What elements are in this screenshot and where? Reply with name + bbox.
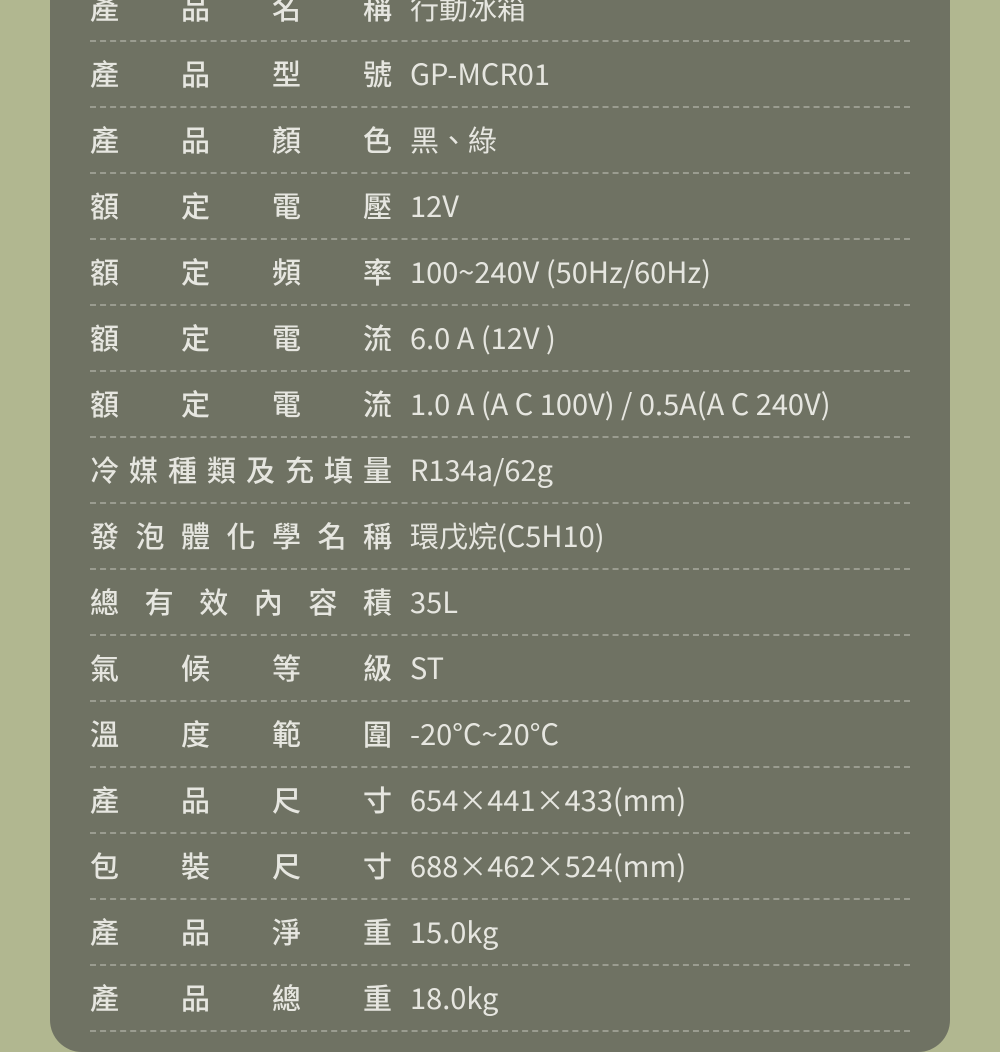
spec-value: -20°C~20°C xyxy=(400,712,910,754)
spec-label: 額定電壓 xyxy=(90,184,400,226)
spec-label: 冷媒種類及充填量 xyxy=(90,448,400,490)
spec-label: 氣候等級 xyxy=(90,646,400,688)
table-row: 發泡體化學名稱 環戊烷(C5H10) xyxy=(90,504,910,570)
spec-label: 產品顏色 xyxy=(90,118,400,160)
spec-value: 688×462×524(mm) xyxy=(400,844,910,886)
table-row: 額定電壓 12V xyxy=(90,174,910,240)
spec-label: 額定電流 xyxy=(90,382,400,424)
spec-label: 產品總重 xyxy=(90,976,400,1018)
spec-value: 18.0kg xyxy=(400,976,910,1018)
spec-value: 6.0 A (12V ) xyxy=(400,316,910,358)
spec-value: GP-MCR01 xyxy=(400,52,910,94)
spec-label: 總有效內容積 xyxy=(90,580,400,622)
spec-label: 包裝尺寸 xyxy=(90,844,400,886)
table-row: 產品尺寸 654×441×433(mm) xyxy=(90,768,910,834)
spec-value: 35L xyxy=(400,580,910,622)
table-row: 產品顏色 黑、綠 xyxy=(90,108,910,174)
spec-value: R134a/62g xyxy=(400,448,910,490)
spec-value: 15.0kg xyxy=(400,910,910,952)
spec-label: 產品尺寸 xyxy=(90,778,400,820)
spec-label: 額定電流 xyxy=(90,316,400,358)
spec-value: 黑、綠 xyxy=(400,118,910,160)
spec-label: 額定頻率 xyxy=(90,250,400,292)
spec-label: 發泡體化學名稱 xyxy=(90,514,400,556)
spec-value: 1.0 A (A C 100V) / 0.5A(A C 240V) xyxy=(400,382,910,424)
table-row: 產品名稱 行動冰箱 xyxy=(90,0,910,42)
spec-value: 環戊烷(C5H10) xyxy=(400,514,910,556)
spec-label: 產品淨重 xyxy=(90,910,400,952)
table-row: 產品總重 18.0kg xyxy=(90,966,910,1032)
spec-value: 100~240V (50Hz/60Hz) xyxy=(400,250,910,292)
table-row: 額定電流 6.0 A (12V ) xyxy=(90,306,910,372)
table-row: 溫度範圍 -20°C~20°C xyxy=(90,702,910,768)
spec-label: 溫度範圍 xyxy=(90,712,400,754)
table-row: 冷媒種類及充填量 R134a/62g xyxy=(90,438,910,504)
table-row: 產品淨重 15.0kg xyxy=(90,900,910,966)
spec-value: 12V xyxy=(400,184,910,226)
table-row: 氣候等級 ST xyxy=(90,636,910,702)
spec-value: 行動冰箱 xyxy=(400,0,910,28)
spec-value: ST xyxy=(400,646,910,688)
spec-label: 產品名稱 xyxy=(90,0,400,28)
spec-card: 產品名稱 行動冰箱 產品型號 GP-MCR01 產品顏色 黑、綠 額定電壓 12… xyxy=(50,0,950,1052)
table-row: 額定電流 1.0 A (A C 100V) / 0.5A(A C 240V) xyxy=(90,372,910,438)
spec-label: 產品型號 xyxy=(90,52,400,94)
table-row: 產品型號 GP-MCR01 xyxy=(90,42,910,108)
table-row: 包裝尺寸 688×462×524(mm) xyxy=(90,834,910,900)
table-row: 總有效內容積 35L xyxy=(90,570,910,636)
table-row: 額定頻率 100~240V (50Hz/60Hz) xyxy=(90,240,910,306)
spec-value: 654×441×433(mm) xyxy=(400,778,910,820)
